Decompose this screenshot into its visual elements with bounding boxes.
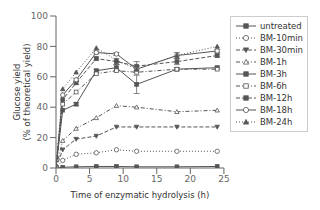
html-text:untreated: untreated — [259, 21, 302, 31]
svg-text:20: 20 — [185, 174, 197, 184]
svg-text:10: 10 — [117, 174, 129, 184]
svg-text:40: 40 — [37, 102, 49, 112]
html-text:BM-30min: BM-30min — [259, 45, 303, 55]
svg-text:0: 0 — [53, 174, 59, 184]
svg-text:5: 5 — [87, 174, 93, 184]
svg-text:60: 60 — [37, 72, 49, 82]
html-text:BM-6h: BM-6h — [259, 81, 287, 91]
html-text:BM-10min: BM-10min — [259, 33, 303, 43]
html-text:BM-24h: BM-24h — [259, 117, 293, 127]
svg-text:15: 15 — [151, 174, 162, 184]
svg-text:Time of enzymatic hydrolysis (: Time of enzymatic hydrolysis (h) — [70, 190, 210, 200]
html-text:BM-1h: BM-1h — [259, 57, 287, 67]
svg-text:80: 80 — [37, 42, 49, 52]
html-text:BM-3h: BM-3h — [259, 69, 287, 79]
svg-text:20: 20 — [37, 133, 49, 143]
svg-text:0: 0 — [42, 163, 48, 173]
svg-text:(% of theoretical yield): (% of theoretical yield) — [22, 43, 32, 140]
html-text:BM-12h: BM-12h — [259, 93, 293, 103]
svg-text:Glucose yield: Glucose yield — [12, 64, 22, 121]
svg-text:25: 25 — [218, 174, 229, 184]
html-text:BM-18h: BM-18h — [259, 105, 293, 115]
svg-text:100: 100 — [31, 11, 48, 21]
